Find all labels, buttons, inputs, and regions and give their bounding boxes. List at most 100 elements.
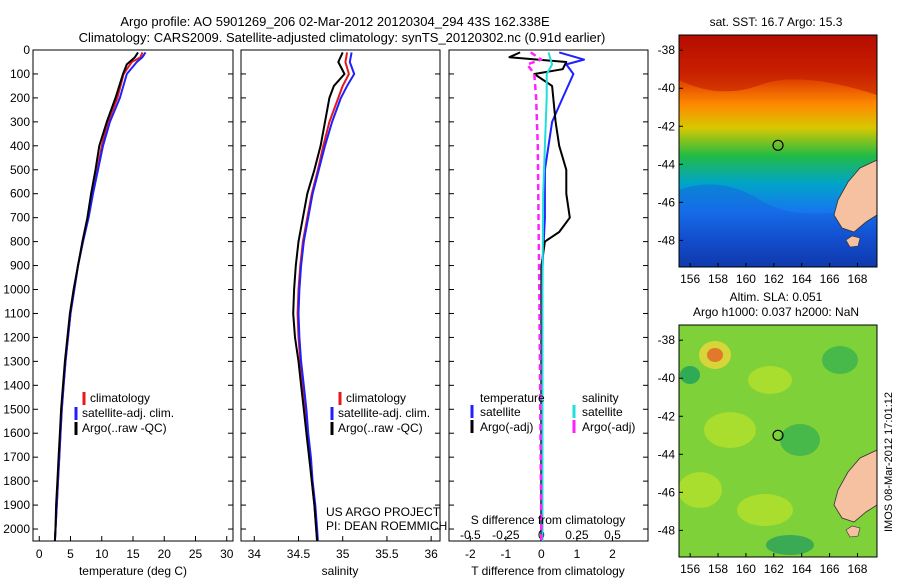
lat-tick-label: -44	[658, 157, 676, 171]
y-tick-label: 1000	[3, 283, 30, 297]
sla-map-ticks: -38 -40 -42 -44 -46 -48 156 158 160 162 164 166 168	[658, 333, 868, 576]
x-tick-label: 10	[95, 547, 109, 561]
s-tick-label: -0.5	[460, 528, 481, 542]
x-tick-label: -2	[465, 547, 476, 561]
legend-t-satellite-label: satellite	[480, 405, 521, 419]
lon-tick-label: 158	[708, 562, 728, 576]
y-tick-label: 2000	[3, 522, 30, 536]
x-tick-label: 20	[158, 547, 172, 561]
salinity-x-label: salinity	[322, 564, 359, 578]
lat-tick-label: -46	[658, 485, 676, 499]
difference-top-x-label: S difference from climatology	[471, 513, 626, 527]
lon-tick-label: 156	[680, 562, 700, 576]
sst-map-ticks: -38 -40 -42 -44 -46 -48 156 158 160 162 164 166 168	[658, 43, 868, 286]
legend-s-satellite-label: satellite	[582, 405, 623, 419]
title-line-2: Climatology: CARS2009. Satellite-adjuste…	[79, 30, 606, 45]
series-line-t-satellite	[540, 51, 585, 541]
temperature-profiles	[53, 51, 147, 542]
sst-cool-water	[679, 184, 877, 267]
lon-tick-label: 168	[847, 272, 867, 286]
y-tick-label: 200	[10, 91, 30, 105]
lon-tick-label: 160	[736, 562, 756, 576]
series-line-s-satellite	[541, 52, 554, 541]
difference-legend: temperature salinity satellite Argo(-adj…	[470, 391, 635, 434]
lon-tick-label: 158	[708, 272, 728, 286]
y-tick-label: 1800	[3, 474, 30, 488]
s-tick-label: 0.5	[604, 528, 621, 542]
y-tick-label: 800	[10, 235, 30, 249]
sla-map	[679, 325, 877, 557]
sla-eddy	[822, 346, 858, 374]
sst-map-frame	[678, 34, 878, 268]
lon-tick-label: 156	[680, 272, 700, 286]
lon-tick-label: 166	[820, 272, 840, 286]
project-annotation: US ARGO PROJECT	[326, 505, 441, 519]
s-tick-label: -0.25	[492, 528, 520, 542]
lat-tick-label: -38	[658, 43, 676, 57]
argo-position-marker	[772, 139, 784, 151]
series-line-argo-raw-qc-	[53, 51, 139, 542]
x-tick-label: 35	[336, 547, 350, 561]
x-tick-label: 15	[126, 547, 140, 561]
lon-tick-label: 168	[847, 562, 867, 576]
sst-map	[679, 35, 877, 267]
difference-ticks: -2 -1 0 1 2-0.5 -0.25 0 0.25 0.5	[449, 49, 648, 561]
sla-eddy	[680, 366, 700, 384]
x-tick-label: 0	[538, 547, 545, 561]
y-tick-label: 1900	[3, 498, 30, 512]
x-tick-label: 0	[36, 547, 43, 561]
land-new-zealand	[833, 449, 877, 523]
series-line-climatology	[53, 52, 144, 542]
y-tick-label: 1300	[3, 354, 30, 368]
lat-tick-label: -48	[658, 233, 676, 247]
temperature-plot-frame	[32, 49, 234, 542]
sst-map-title: sat. SST: 16.7 Argo: 15.3	[710, 15, 843, 29]
legend-argo-label: Argo(..raw -QC)	[338, 421, 423, 435]
x-tick-label: 35.5	[375, 547, 399, 561]
legend-satellite-label: satellite-adj. clim.	[338, 406, 430, 420]
lat-tick-label: -40	[658, 81, 676, 95]
legend-temperature-title: temperature	[480, 391, 545, 405]
legend-salinity-title: salinity	[582, 391, 619, 405]
title-line-1: Argo profile: AO 5901269_206 02-Mar-2012…	[120, 14, 550, 29]
salinity-legend: climatology satellite-adj. clim. Argo(..…	[330, 391, 430, 435]
y-tick-label: 0	[23, 43, 30, 57]
lat-tick-label: -38	[658, 333, 676, 347]
x-tick-label: 25	[189, 547, 203, 561]
sla-eddy	[679, 472, 722, 508]
lon-tick-label: 160	[736, 272, 756, 286]
salinity-profiles	[292, 51, 356, 542]
sla-map-frame	[678, 324, 878, 558]
x-tick-label: 2	[609, 547, 616, 561]
difference-profiles	[508, 51, 585, 542]
difference-x-label: T difference from climatology	[471, 564, 625, 578]
legend-climatology-label: climatology	[90, 391, 150, 405]
x-tick-label: 34	[248, 547, 262, 561]
series-line-t-argo-adj-	[508, 51, 571, 541]
lon-tick-label: 164	[792, 562, 812, 576]
sla-eddy	[737, 494, 793, 526]
lon-tick-label: 166	[820, 562, 840, 576]
legend-s-argo-label: Argo(-adj)	[582, 420, 635, 434]
argo-position-marker	[772, 429, 784, 441]
temperature-ticks: 0 5 10 15 20 25 300100200300400500600700800900…	[3, 43, 233, 561]
sla-map-title-2: Argo h1000: 0.037 h2000: NaN	[693, 305, 859, 319]
y-tick-label: 100	[10, 67, 30, 81]
y-tick-label: 500	[10, 163, 30, 177]
legend-argo-label: Argo(..raw -QC)	[82, 421, 167, 435]
lat-tick-label: -44	[658, 447, 676, 461]
x-tick-label: 36	[424, 547, 438, 561]
temperature-legend: climatology satellite-adj. clim. Argo(..…	[74, 391, 174, 435]
difference-plot-frame	[448, 49, 649, 542]
y-tick-label: 1600	[3, 426, 30, 440]
sla-eddy	[766, 535, 814, 555]
sla-map-title-1: Altim. SLA: 0.051	[730, 290, 823, 304]
legend-climatology-label: climatology	[346, 391, 406, 405]
land-stewart-island	[845, 235, 861, 248]
y-tick-label: 700	[10, 211, 30, 225]
lon-tick-label: 162	[764, 562, 784, 576]
side-timestamp-label: IMOS 08-Mar-2012 17:01:12	[883, 392, 895, 532]
lat-tick-label: -46	[658, 195, 676, 209]
x-tick-label: 30	[220, 547, 234, 561]
lat-tick-label: -42	[658, 409, 676, 423]
